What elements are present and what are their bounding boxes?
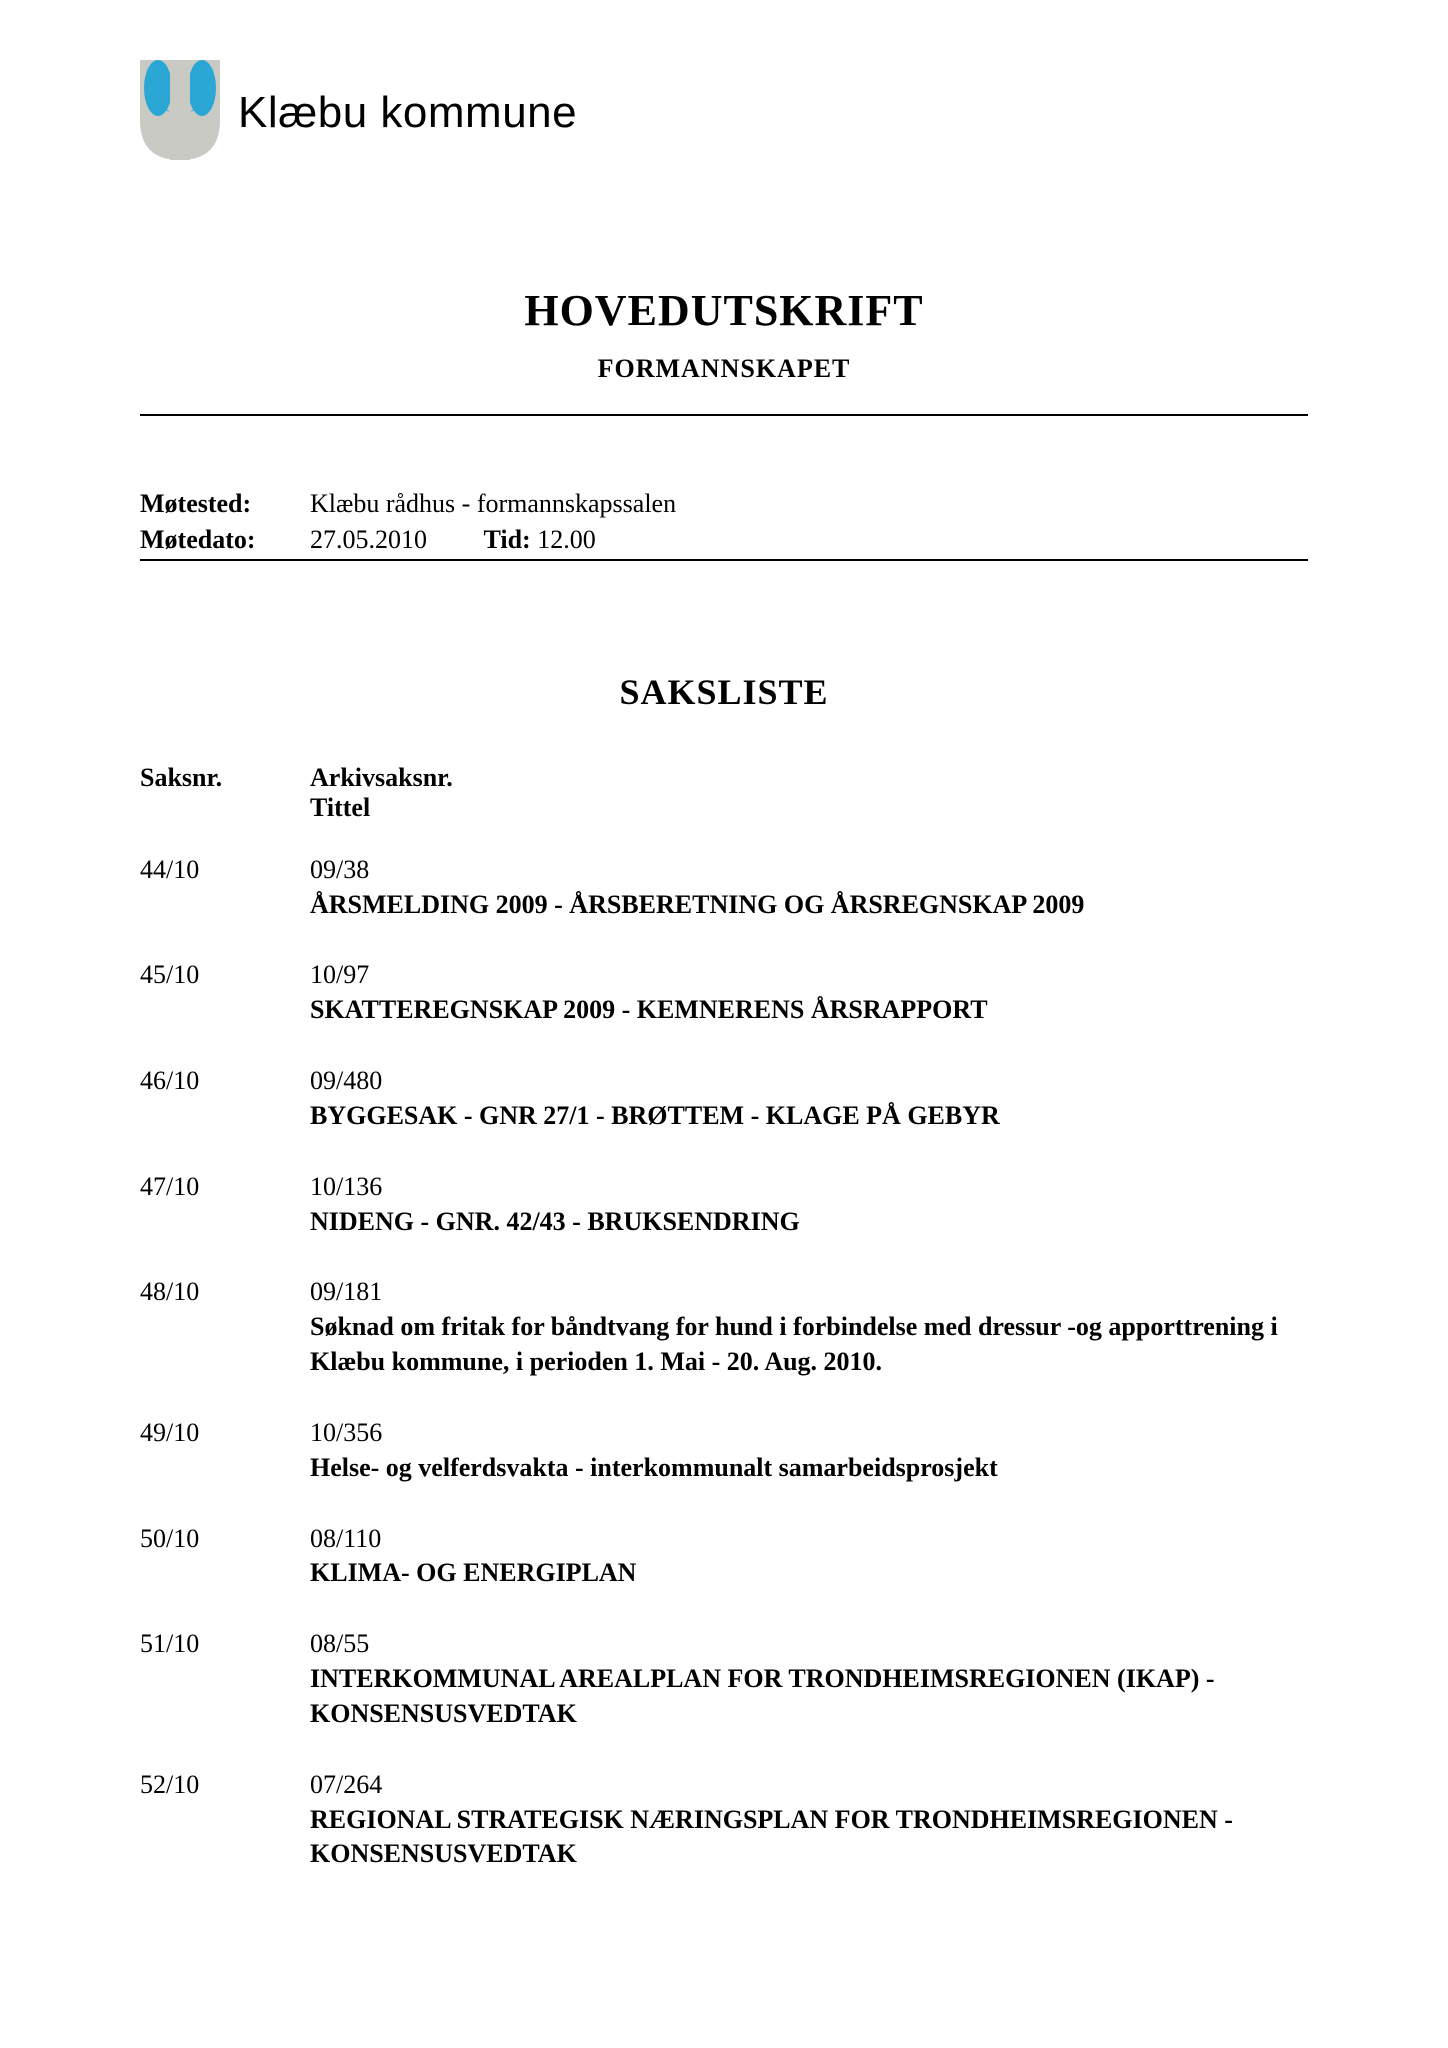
meeting-info: Møtested: Klæbu rådhus - formannskapssal… [140, 486, 1308, 559]
col-header-arkiv: Arkivsaksnr. Tittel [310, 763, 1308, 823]
saksliste-body: 44/1009/38ÅRSMELDING 2009 - ÅRSBERETNING… [140, 853, 1308, 1872]
sak-body: 08/55INTERKOMMUNAL AREALPLAN FOR TRONDHE… [310, 1627, 1308, 1731]
sak-number: 49/10 [140, 1416, 310, 1486]
sak-number: 45/10 [140, 958, 310, 1028]
sak-number: 47/10 [140, 1170, 310, 1240]
sak-arkiv: 09/181 [310, 1275, 1308, 1310]
title-block: HOVEDUTSKRIFT FORMANNSKAPET [140, 285, 1308, 384]
meeting-date: 27.05.2010 [310, 525, 427, 554]
sak-arkiv: 10/97 [310, 958, 1308, 993]
sak-title: BYGGESAK - GNR 27/1 - BRØTTEM - KLAGE PÅ… [310, 1099, 1308, 1134]
sak-arkiv: 07/264 [310, 1768, 1308, 1803]
sak-row: 51/1008/55INTERKOMMUNAL AREALPLAN FOR TR… [140, 1627, 1308, 1731]
sak-row: 48/1009/181Søknad om fritak for båndtvan… [140, 1275, 1308, 1379]
sak-body: 07/264REGIONAL STRATEGISK NÆRINGSPLAN FO… [310, 1768, 1308, 1872]
sak-title: SKATTEREGNSKAP 2009 - KEMNERENS ÅRSRAPPO… [310, 993, 1308, 1028]
sak-title: Helse- og velferdsvakta - interkommunalt… [310, 1451, 1308, 1486]
sak-body: 10/356Helse- og velferdsvakta - interkom… [310, 1416, 1308, 1486]
sak-row: 49/1010/356Helse- og velferdsvakta - int… [140, 1416, 1308, 1486]
meeting-date-row: Møtedato: 27.05.2010 Tid: 12.00 [140, 522, 1308, 558]
sak-body: 09/480BYGGESAK - GNR 27/1 - BRØTTEM - KL… [310, 1064, 1308, 1134]
sak-arkiv: 09/480 [310, 1064, 1308, 1099]
meeting-place-label: Møtested: [140, 486, 310, 522]
divider [140, 414, 1308, 416]
sak-title: REGIONAL STRATEGISK NÆRINGSPLAN FOR TRON… [310, 1803, 1308, 1873]
col-header-tittel-label: Tittel [310, 793, 1308, 823]
meeting-time-value: 12.00 [537, 525, 596, 554]
sak-body: 09/181Søknad om fritak for båndtvang for… [310, 1275, 1308, 1379]
page: Klæbu kommune HOVEDUTSKRIFT FORMANNSKAPE… [0, 0, 1448, 2048]
sak-body: 09/38ÅRSMELDING 2009 - ÅRSBERETNING OG Å… [310, 853, 1308, 923]
sak-number: 44/10 [140, 853, 310, 923]
document-subtitle: FORMANNSKAPET [140, 354, 1308, 384]
sak-number: 48/10 [140, 1275, 310, 1379]
sak-number: 52/10 [140, 1768, 310, 1872]
sak-row: 47/1010/136NIDENG - GNR. 42/43 - BRUKSEN… [140, 1170, 1308, 1240]
sak-number: 51/10 [140, 1627, 310, 1731]
saksliste-header-row: Saksnr. Arkivsaksnr. Tittel [140, 763, 1308, 823]
letterhead: Klæbu kommune [140, 60, 1308, 165]
sak-body: 10/136NIDENG - GNR. 42/43 - BRUKSENDRING [310, 1170, 1308, 1240]
document-title: HOVEDUTSKRIFT [140, 285, 1308, 336]
sak-title: ÅRSMELDING 2009 - ÅRSBERETNING OG ÅRSREG… [310, 888, 1308, 923]
sak-row: 45/1010/97SKATTEREGNSKAP 2009 - KEMNEREN… [140, 958, 1308, 1028]
sak-title: KLIMA- OG ENERGIPLAN [310, 1556, 1308, 1591]
sak-arkiv: 09/38 [310, 853, 1308, 888]
sak-title: NIDENG - GNR. 42/43 - BRUKSENDRING [310, 1205, 1308, 1240]
sak-title: INTERKOMMUNAL AREALPLAN FOR TRONDHEIMSRE… [310, 1662, 1308, 1732]
divider [140, 559, 1308, 561]
sak-arkiv: 08/110 [310, 1522, 1308, 1557]
org-name: Klæbu kommune [238, 88, 577, 138]
meeting-time-label: Tid: [484, 525, 531, 554]
sak-arkiv: 10/136 [310, 1170, 1308, 1205]
sak-arkiv: 08/55 [310, 1627, 1308, 1662]
sak-row: 50/1008/110KLIMA- OG ENERGIPLAN [140, 1522, 1308, 1592]
sak-number: 46/10 [140, 1064, 310, 1134]
col-header-arkiv-label: Arkivsaksnr. [310, 763, 1308, 793]
col-header-saksnr: Saksnr. [140, 763, 310, 823]
sak-arkiv: 10/356 [310, 1416, 1308, 1451]
sak-row: 52/1007/264REGIONAL STRATEGISK NÆRINGSPL… [140, 1768, 1308, 1872]
meeting-place-value: Klæbu rådhus - formannskapssalen [310, 486, 1308, 522]
meeting-place-row: Møtested: Klæbu rådhus - formannskapssal… [140, 486, 1308, 522]
meeting-date-label: Møtedato: [140, 522, 310, 558]
sak-row: 44/1009/38ÅRSMELDING 2009 - ÅRSBERETNING… [140, 853, 1308, 923]
sak-number: 50/10 [140, 1522, 310, 1592]
sak-body: 08/110KLIMA- OG ENERGIPLAN [310, 1522, 1308, 1592]
saksliste-heading: SAKSLISTE [140, 671, 1308, 713]
sak-title: Søknad om fritak for båndtvang for hund … [310, 1310, 1308, 1380]
sak-body: 10/97SKATTEREGNSKAP 2009 - KEMNERENS ÅRS… [310, 958, 1308, 1028]
municipality-shield-icon [140, 60, 220, 165]
meeting-date-value: 27.05.2010 Tid: 12.00 [310, 522, 1308, 558]
sak-row: 46/1009/480BYGGESAK - GNR 27/1 - BRØTTEM… [140, 1064, 1308, 1134]
